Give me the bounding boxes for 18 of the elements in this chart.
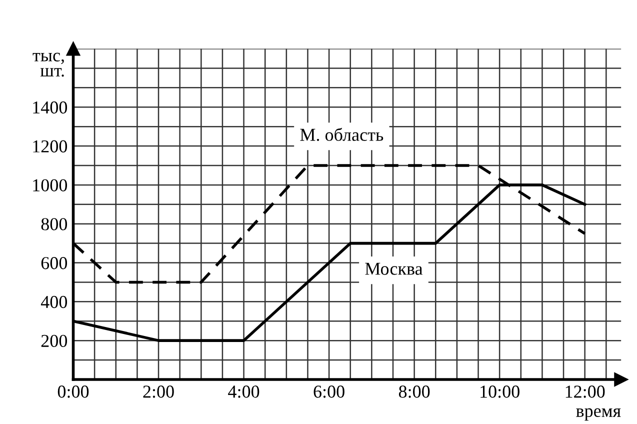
y-tick-label: 600 — [41, 257, 68, 270]
x-tick-label: 6:00 — [314, 386, 344, 398]
series-label: М. область — [300, 128, 384, 141]
y-axis-title: тыс, шт. — [32, 52, 64, 77]
x-axis-title: время — [576, 408, 621, 421]
y-tick-label: 1400 — [33, 101, 68, 114]
y-tick-label: 800 — [41, 218, 68, 230]
y-tick-label: 1000 — [33, 179, 68, 192]
x-tick-label: 10:00 — [480, 386, 520, 398]
y-tick-label: 200 — [41, 334, 68, 348]
x-tick-label: 8:00 — [398, 386, 430, 398]
x-tick-label: 2:00 — [143, 386, 174, 398]
series-label: Москва — [365, 262, 423, 275]
y-tick-label: 400 — [40, 296, 68, 308]
y-tick-label: 1200 — [33, 140, 68, 152]
x-tick-label: 4:00 — [228, 386, 260, 398]
x-tick-label: 0:00 — [58, 386, 89, 398]
x-tick-label: 12:00 — [566, 386, 605, 398]
